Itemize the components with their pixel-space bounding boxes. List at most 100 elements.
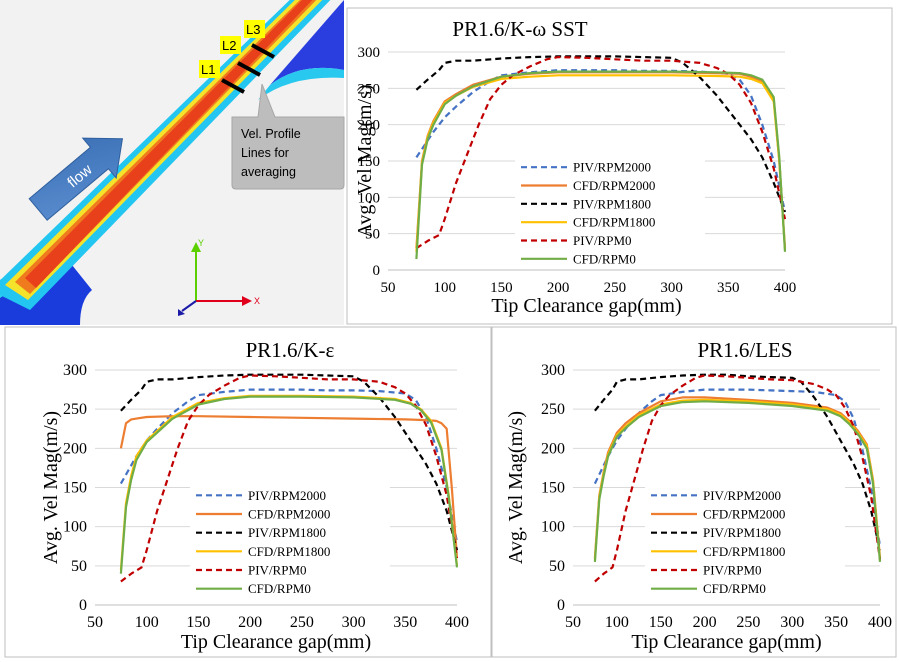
legend-label: PIV/RPM1800 bbox=[248, 525, 326, 540]
profile-line-l3 bbox=[251, 43, 275, 59]
legend-label: PIV/RPM2000 bbox=[248, 488, 326, 503]
x-tick-label: 200 bbox=[693, 614, 717, 631]
y-tick-label: 300 bbox=[541, 362, 565, 379]
legend-label: PIV/RPM0 bbox=[573, 233, 632, 248]
x-tick-label: 100 bbox=[135, 614, 159, 631]
series-line-piv-rpm0 bbox=[120, 374, 459, 583]
y-tick-label: 0 bbox=[557, 597, 565, 614]
legend-label: PIV/RPM0 bbox=[248, 563, 307, 578]
label-l1: L1 bbox=[201, 62, 215, 77]
x-axis-label: Tip Clearance gap(mm) bbox=[491, 295, 681, 317]
series-line-cfd-rpm2000 bbox=[119, 415, 459, 559]
y-tick-label: 250 bbox=[358, 81, 381, 97]
series-line-cfd-rpm0 bbox=[415, 70, 787, 260]
y-tick-label: 300 bbox=[63, 362, 87, 379]
x-tick-label: 150 bbox=[186, 614, 210, 631]
x-tick-label: 200 bbox=[238, 614, 262, 631]
y-tick-label: 150 bbox=[63, 480, 87, 497]
x-tick-label: 50 bbox=[87, 614, 103, 631]
legend-label: PIV/RPM2000 bbox=[573, 160, 651, 175]
y-tick-label: 250 bbox=[541, 401, 565, 418]
chart-title: PR1.6/K-ε bbox=[246, 338, 335, 362]
y-tick-label: 200 bbox=[541, 440, 565, 457]
series-line-piv-rpm1800 bbox=[120, 373, 459, 551]
chart-title: PR1.6/K-ω SST bbox=[452, 17, 587, 41]
callout-bubble bbox=[231, 83, 345, 190]
y-tick-label: 200 bbox=[358, 118, 381, 134]
y-tick-label: 250 bbox=[63, 401, 87, 418]
y-axis-label: Avg. Vel Mag(m/s) bbox=[354, 84, 376, 237]
x-tick-label: 400 bbox=[445, 614, 469, 631]
legend-label: CFD/RPM2000 bbox=[573, 178, 655, 193]
y-tick-label: 0 bbox=[373, 263, 381, 279]
cfd-jet-band bbox=[0, 0, 331, 310]
legend-label: CFD/RPM1800 bbox=[703, 544, 785, 559]
series-line-cfd-rpm0 bbox=[119, 395, 459, 574]
legend-box bbox=[190, 486, 390, 598]
x-tick-label: 300 bbox=[780, 614, 804, 631]
y-tick-label: 150 bbox=[541, 480, 565, 497]
series-line-cfd-rpm0 bbox=[593, 400, 882, 562]
y-tick-label: 50 bbox=[549, 558, 565, 575]
y-tick-label: 100 bbox=[63, 519, 87, 536]
label-box-l1 bbox=[199, 60, 220, 78]
legend-box bbox=[645, 486, 845, 598]
y-tick-label: 200 bbox=[63, 440, 87, 457]
x-tick-label: 350 bbox=[824, 614, 848, 631]
y-axis-label: Avg. Vel Mag(m/s) bbox=[40, 411, 62, 564]
x-tick-label: 350 bbox=[717, 280, 740, 296]
series-line-piv-rpm1800 bbox=[415, 55, 787, 213]
cfd-upper-wall bbox=[270, 0, 344, 85]
x-tick-label: 100 bbox=[605, 614, 629, 631]
x-tick-label: 250 bbox=[290, 614, 314, 631]
x-tick-label: 100 bbox=[433, 280, 456, 296]
profile-line-l1 bbox=[221, 78, 245, 94]
x-axis-label: Tip Clearance gap(mm) bbox=[631, 631, 821, 653]
cfd-upper-wall-edge bbox=[258, 67, 344, 100]
legend-label: CFD/RPM0 bbox=[573, 251, 636, 266]
label-box-l2 bbox=[220, 36, 241, 54]
x-tick-label: 250 bbox=[604, 280, 627, 296]
legend-label: CFD/RPM1800 bbox=[573, 215, 655, 230]
x-tick-label: 400 bbox=[868, 614, 892, 631]
y-tick-label: 50 bbox=[365, 227, 380, 243]
callout-line-3: averaging bbox=[241, 165, 296, 179]
x-tick-label: 50 bbox=[381, 280, 396, 296]
profile-line-l2 bbox=[237, 61, 261, 77]
legend-label: CFD/RPM0 bbox=[703, 581, 766, 596]
x-tick-label: 150 bbox=[649, 614, 673, 631]
x-axis-label: Tip Clearance gap(mm) bbox=[181, 631, 371, 653]
cfd-contour-image: L1 L2 L3 Vel. Profile Lines for averagin… bbox=[0, 0, 345, 325]
coordinate-axes-icon: Y X bbox=[178, 238, 260, 316]
y-tick-label: 0 bbox=[79, 597, 87, 614]
y-tick-label: 50 bbox=[71, 558, 87, 575]
legend-label: CFD/RPM2000 bbox=[248, 507, 330, 522]
legend-label: CFD/RPM0 bbox=[248, 581, 311, 596]
legend-label: PIV/RPM1800 bbox=[573, 196, 651, 211]
series-line-piv-rpm2000 bbox=[593, 388, 882, 547]
y-tick-label: 300 bbox=[358, 45, 381, 61]
chart-title: PR1.6/LES bbox=[697, 338, 792, 362]
x-tick-label: 300 bbox=[342, 614, 366, 631]
axis-y-label: Y bbox=[198, 238, 204, 248]
label-l2: L2 bbox=[222, 38, 236, 53]
callout-line-2: Lines for bbox=[241, 146, 289, 160]
series-line-piv-rpm0 bbox=[594, 374, 882, 583]
x-tick-label: 150 bbox=[490, 280, 513, 296]
legend-box bbox=[515, 158, 705, 268]
x-tick-label: 350 bbox=[393, 614, 417, 631]
y-tick-label: 100 bbox=[541, 519, 565, 536]
label-l3: L3 bbox=[246, 22, 260, 37]
y-axis-label: Avg. Vel Mag(m/s) bbox=[505, 411, 527, 564]
x-tick-label: 250 bbox=[736, 614, 760, 631]
axis-x-label: X bbox=[254, 296, 260, 306]
y-tick-label: 100 bbox=[358, 190, 381, 206]
legend-label: PIV/RPM0 bbox=[703, 563, 762, 578]
x-tick-label: 50 bbox=[565, 614, 581, 631]
legend-label: PIV/RPM1800 bbox=[703, 525, 781, 540]
series-line-piv-rpm0 bbox=[415, 55, 787, 250]
series-line-piv-rpm1800 bbox=[594, 373, 882, 551]
